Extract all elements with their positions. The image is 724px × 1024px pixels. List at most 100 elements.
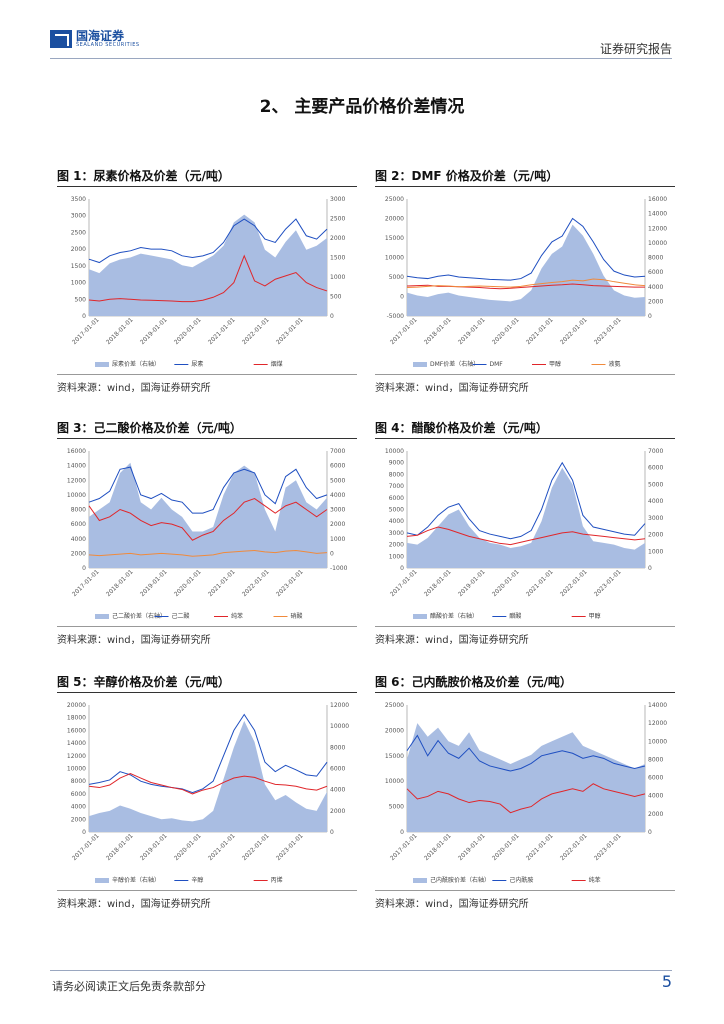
x-tick-label: 2018-01-01 xyxy=(423,832,453,862)
y-tick-label-right: 8000 xyxy=(648,255,663,262)
x-tick-label: 2022-01-01 xyxy=(241,568,271,598)
y-tick-label-left: 2000 xyxy=(71,550,86,557)
y-tick-label-left: 4000 xyxy=(389,518,404,525)
y-tick-label-left: 0 xyxy=(400,829,404,836)
x-tick-label: 2019-01-01 xyxy=(139,568,169,598)
legend-label: 辛醇价差（右轴） xyxy=(112,876,160,884)
series-line-辛醇 xyxy=(88,713,328,794)
y-tick-label-right: 2000 xyxy=(648,532,663,539)
x-tick-label: 2018-01-01 xyxy=(105,832,135,862)
y-tick-label-right: 2000 xyxy=(648,811,663,818)
y-tick-label-left: 0 xyxy=(400,565,404,572)
x-tick-label: 2017-01-01 xyxy=(71,832,101,862)
y-tick-label-left: 0 xyxy=(82,829,86,836)
series-line-硝酸 xyxy=(88,549,328,557)
series-line-尿素 xyxy=(88,218,328,264)
figure-title: 图 6：己内酰胺价格及价差（元/吨） xyxy=(375,675,572,689)
y-tick-label-right: 0 xyxy=(330,829,334,836)
legend-label: DMF xyxy=(490,361,504,368)
x-tick-label: 2019-01-01 xyxy=(139,316,169,346)
y-tick-label-left: 10000 xyxy=(67,766,86,773)
y-tick-label-right: 10000 xyxy=(330,723,349,730)
x-tick-label: 2023-01-01 xyxy=(593,832,623,862)
x-tick-label: 2020-01-01 xyxy=(173,316,203,346)
y-tick-label-right: 6000 xyxy=(330,463,345,470)
x-tick-label: 2019-01-01 xyxy=(457,832,487,862)
y-tick-label-right: 6000 xyxy=(330,766,345,773)
x-tick-label: 2023-01-01 xyxy=(275,568,305,598)
y-tick-label-left: 18000 xyxy=(67,715,86,722)
y-tick-label-left: 3000 xyxy=(389,530,404,537)
y-tick-label-right: 500 xyxy=(330,294,342,301)
series-line-甲醇 xyxy=(406,526,646,546)
x-tick-label: 2019-01-01 xyxy=(139,832,169,862)
y-tick-label-right: 12000 xyxy=(330,702,349,709)
figure-2: 图 2：DMF 价格及价差（元/吨） -5000 0 5000 10000 15000 2… xyxy=(375,168,675,394)
x-tick-label: 2018-01-01 xyxy=(105,316,135,346)
x-tick-label: 2023-01-01 xyxy=(593,568,623,598)
y-tick-label-left: 5000 xyxy=(389,804,404,811)
y-tick-label-left: 14000 xyxy=(67,463,86,470)
series-line-纯苯 xyxy=(88,497,328,541)
y-tick-label-left: 9000 xyxy=(389,460,404,467)
y-tick-label-right: 8000 xyxy=(648,756,663,763)
x-tick-label: 2022-01-01 xyxy=(241,316,271,346)
legend-label: 己内酰胺价差（右轴） xyxy=(430,876,490,884)
y-tick-label-left: 0 xyxy=(82,565,86,572)
x-tick-label: 2017-01-01 xyxy=(389,316,419,346)
report-type: 证券研究报告 xyxy=(599,42,672,56)
series-area-DMF价差（右轴） xyxy=(407,224,645,316)
legend-label: 甲醇 xyxy=(549,360,561,368)
y-tick-label-left: 16000 xyxy=(67,448,86,455)
y-tick-label-right: 0 xyxy=(648,313,652,320)
series-area-醋酸价差（右轴） xyxy=(407,467,645,568)
y-tick-label-left: 25000 xyxy=(385,196,404,203)
y-tick-label-right: 2500 xyxy=(330,216,345,223)
figure-source-rule xyxy=(375,890,675,891)
legend-label: 醋酸 xyxy=(509,612,521,620)
x-tick-label: 2018-01-01 xyxy=(423,568,453,598)
figure-title: 图 2：DMF 价格及价差（元/吨） xyxy=(375,169,559,183)
y-tick-label-right: 2000 xyxy=(330,521,345,528)
legend-label: 尿素价差（右轴） xyxy=(112,360,160,368)
legend-label: DMF价差（右轴） xyxy=(430,360,479,368)
legend-label: 丙烯 xyxy=(271,876,283,884)
x-tick-label: 2020-01-01 xyxy=(491,832,521,862)
y-tick-label-left: 2000 xyxy=(389,542,404,549)
legend-label: 醋酸价差（右轴） xyxy=(430,612,478,620)
x-tick-label: 2021-01-01 xyxy=(525,832,555,862)
y-tick-label-right: 14000 xyxy=(648,211,667,218)
legend-swatch xyxy=(413,878,427,883)
figure-source: 资料来源：wind，国海证券研究所 xyxy=(57,383,211,394)
y-tick-label-left: 10000 xyxy=(385,448,404,455)
header-divider xyxy=(50,58,672,59)
legend-label: 甲醇 xyxy=(589,612,601,620)
x-tick-label: 2022-01-01 xyxy=(241,832,271,862)
y-tick-label-left: 4000 xyxy=(71,804,86,811)
y-tick-label-right: 4000 xyxy=(648,498,663,505)
y-tick-label-right: 3000 xyxy=(330,507,345,514)
y-tick-label-right: 4000 xyxy=(330,787,345,794)
figure-title-rule xyxy=(375,438,675,439)
figure-3: 图 3：己二酸价格及价差（元/吨） 0 2000 4000 6000 8000 10000… xyxy=(57,420,357,646)
y-tick-label-right: 12000 xyxy=(648,720,667,727)
y-tick-label-right: 1000 xyxy=(648,548,663,555)
figure-6: 图 6：己内酰胺价格及价差（元/吨） 0 5000 10000 15000 20000 2… xyxy=(375,674,675,910)
series-line-醋酸 xyxy=(406,461,646,540)
figure-source: 资料来源：wind，国海证券研究所 xyxy=(375,635,529,646)
y-tick-label-left: -5000 xyxy=(387,313,405,320)
x-tick-label: 2017-01-01 xyxy=(71,316,101,346)
y-tick-label-left: 1500 xyxy=(71,263,86,270)
legend-label: 液氨 xyxy=(609,360,621,368)
y-tick-label-left: 7000 xyxy=(389,483,404,490)
y-tick-label-right: 0 xyxy=(330,313,334,320)
y-tick-label-right: 6000 xyxy=(648,775,663,782)
y-tick-label-right: 7000 xyxy=(648,448,663,455)
y-tick-label-left: 0 xyxy=(82,313,86,320)
y-tick-label-left: 16000 xyxy=(67,727,86,734)
series-line-己二酸 xyxy=(88,466,328,514)
x-tick-label: 2018-01-01 xyxy=(423,316,453,346)
x-tick-label: 2017-01-01 xyxy=(389,832,419,862)
figure-1: 图 1：尿素价格及价差（元/吨） 0 500 1000 1500 2000 2500 300… xyxy=(57,168,357,394)
logo-icon xyxy=(50,30,72,48)
